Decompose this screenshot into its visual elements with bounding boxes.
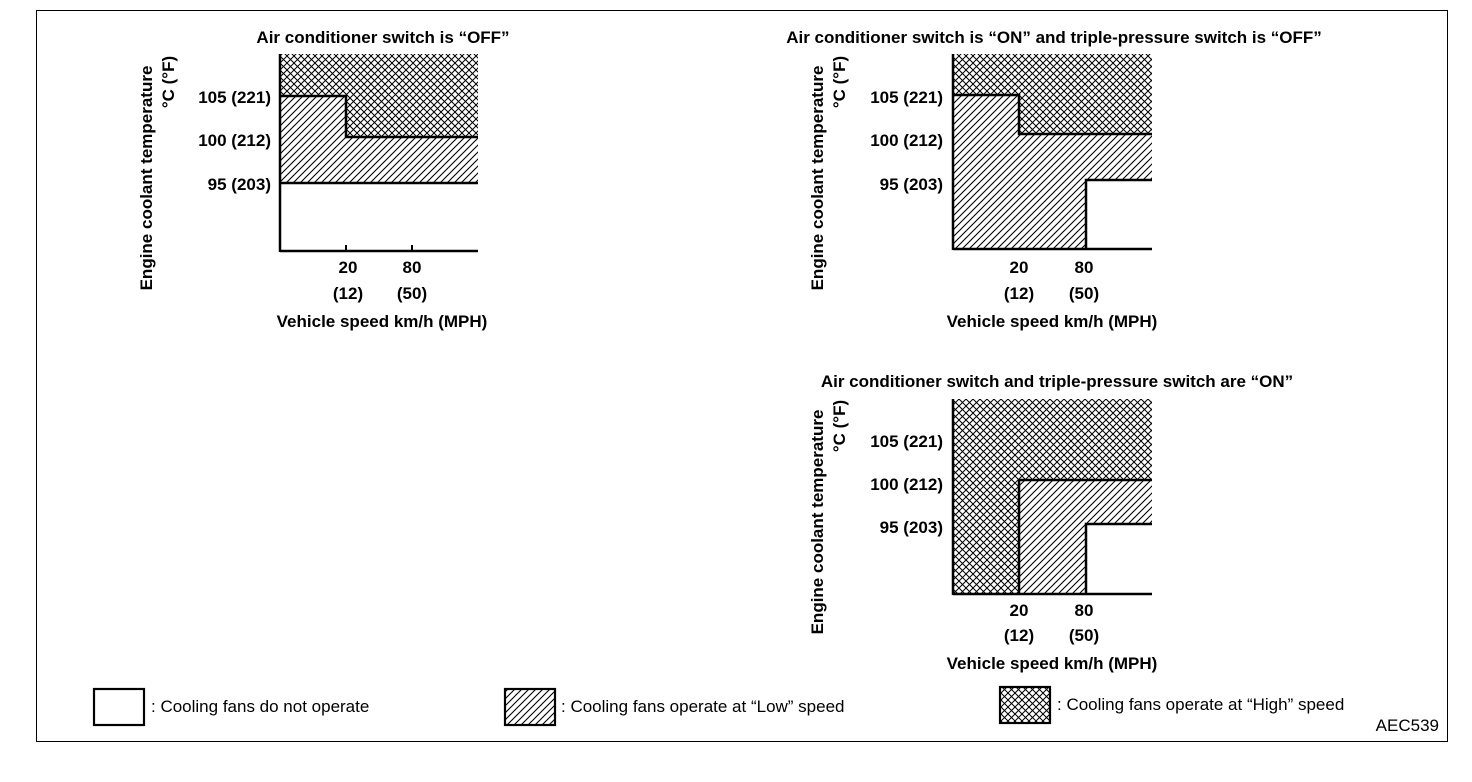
region-high-speed (280, 54, 478, 137)
region-low-speed (280, 96, 478, 183)
y-axis-unit: °C (°F) (830, 56, 849, 108)
legend: : Cooling fans do not operate : Cooling … (92, 685, 1344, 727)
panel-ac-off: Air conditioner switch is “OFF” Engine c… (137, 28, 510, 331)
region-low-speed (953, 95, 1152, 249)
x-tick-label: 80 (1075, 258, 1094, 277)
legend-label-none: : Cooling fans do not operate (151, 697, 369, 716)
y-tick-label: 95 (203) (208, 175, 271, 194)
legend-label-high: : Cooling fans operate at “High” speed (1057, 695, 1344, 714)
panel-title: Air conditioner switch is “ON” and tripl… (786, 28, 1322, 47)
x-axis-label: Vehicle speed km/h (MPH) (947, 654, 1158, 673)
y-axis-label: Engine coolant temperature (808, 66, 827, 291)
figure-frame (36, 10, 1448, 742)
y-axis-unit: °C (°F) (830, 400, 849, 452)
y-tick-label: 100 (212) (870, 475, 943, 494)
y-tick-label: 100 (212) (870, 131, 943, 150)
figure-code: AEC539 (1376, 716, 1439, 735)
y-axis-label: Engine coolant temperature (808, 410, 827, 635)
y-tick-label: 95 (203) (880, 518, 943, 537)
threshold-high-line (953, 93, 1152, 136)
x-axis-label: Vehicle speed km/h (MPH) (947, 312, 1158, 331)
y-axis-unit: °C (°F) (159, 56, 178, 108)
x-tick-label: 20 (1010, 601, 1029, 620)
x-tick-label: 20 (1010, 258, 1029, 277)
threshold-low-line (1084, 178, 1152, 249)
panel-title: Air conditioner switch is “OFF” (256, 28, 509, 47)
threshold-low-line (1084, 522, 1152, 594)
x-tick-sublabel: (12) (1004, 626, 1034, 645)
y-tick-label: 95 (203) (880, 175, 943, 194)
x-tick-sublabel: (50) (1069, 626, 1099, 645)
x-tick-sublabel: (50) (1069, 284, 1099, 303)
y-tick-label: 105 (221) (198, 88, 271, 107)
y-tick-label: 105 (221) (870, 432, 943, 451)
x-tick-sublabel: (50) (397, 284, 427, 303)
y-axis-label: Engine coolant temperature (137, 66, 156, 291)
threshold-high-line (280, 94, 478, 139)
panel-ac-on-triple-off: Air conditioner switch is “ON” and tripl… (786, 28, 1322, 331)
legend-label-low: : Cooling fans operate at “Low” speed (561, 697, 845, 716)
threshold-high-line (1017, 478, 1152, 594)
x-tick-sublabel: (12) (1004, 284, 1034, 303)
x-tick-label: 20 (339, 258, 358, 277)
x-tick-label: 80 (1075, 601, 1094, 620)
y-tick-label: 105 (221) (870, 88, 943, 107)
region-high-speed (953, 399, 1152, 594)
x-tick-label: 80 (403, 258, 422, 277)
legend-swatch-low (503, 687, 557, 727)
region-high-speed (953, 54, 1152, 134)
panel-ac-on-triple-on: Air conditioner switch and triple-pressu… (808, 372, 1293, 673)
x-axis-label: Vehicle speed km/h (MPH) (277, 312, 488, 331)
panel-title: Air conditioner switch and triple-pressu… (821, 372, 1293, 391)
y-tick-label: 100 (212) (198, 131, 271, 150)
x-tick-sublabel: (12) (333, 284, 363, 303)
legend-swatch-high (998, 685, 1052, 725)
legend-swatch-none (92, 687, 146, 727)
